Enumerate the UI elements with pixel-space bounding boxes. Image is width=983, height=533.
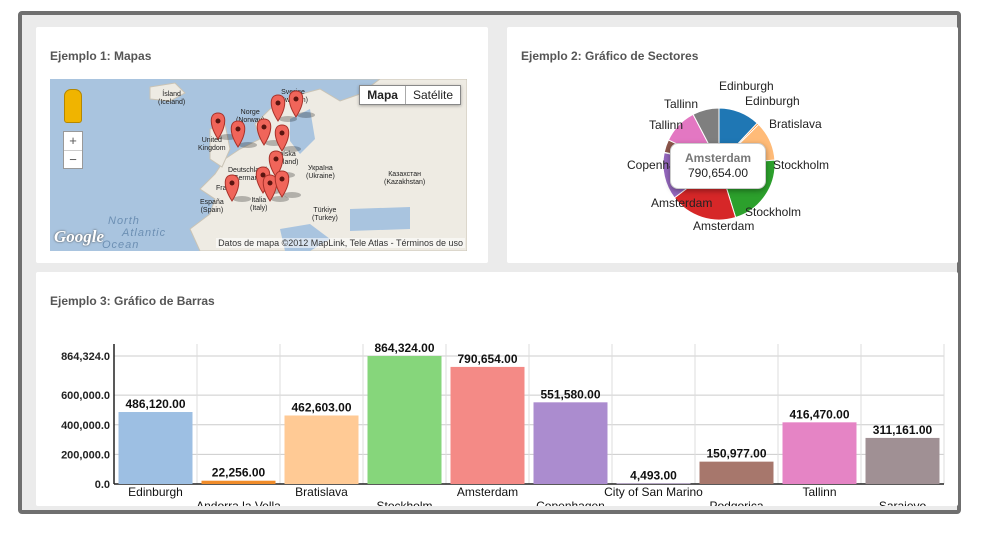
x-tick-label: Sarajevo [879, 499, 927, 506]
bar-chart: 0.0 200,000.0 400,000.0 600,000.0 864,324.0 4… [61, 341, 945, 506]
map-type-control: Mapa Satélite [359, 85, 461, 105]
bar[interactable] [865, 437, 940, 484]
map-label: Deutschland (Germany) [228, 167, 267, 182]
bar-value-label: 462,603.00 [291, 400, 351, 414]
x-tick-label: Copenhagen [536, 499, 605, 506]
zoom-out-button[interactable]: − [69, 152, 77, 167]
y-tick-label: 400,000.0 [61, 420, 110, 432]
tooltip-name: Amsterdam [684, 151, 752, 165]
dashboard-frame: Ejemplo 1: Mapas Ísland (Iceland) Norge (N… [18, 11, 961, 514]
x-tick-label: Tallinn [802, 485, 836, 499]
map-marker-icon[interactable] [230, 120, 257, 148]
bar-value-label: 4,493.00 [630, 468, 677, 482]
zoom-control: + − [63, 131, 83, 169]
zoom-in-button[interactable]: + [64, 132, 82, 151]
pie-label: Tallinn [649, 118, 684, 132]
bar[interactable] [450, 366, 525, 484]
sea-label: Ocean [102, 239, 140, 251]
bar[interactable] [616, 483, 691, 484]
bar[interactable] [367, 356, 442, 484]
y-tick-label: 0.0 [95, 479, 110, 491]
map-copyright[interactable]: Datos de mapa ©2012 MapLink, Tele Atlas … [216, 238, 465, 248]
pie-label: Edinburgh [745, 94, 800, 108]
bar-value-label: 311,161.00 [873, 423, 933, 437]
x-tick-label: Podgorica [709, 499, 763, 506]
map-markers [210, 90, 315, 202]
map-label: Україна (Ukraine) [306, 165, 335, 180]
pie-label: Bratislava [769, 117, 822, 131]
map-marker-icon[interactable] [274, 170, 301, 198]
x-tick-label: Edinburgh [128, 485, 183, 499]
pie-label: Tallinn [664, 97, 699, 111]
bar-value-label: 551,580.00 [540, 387, 600, 401]
pie-label: Edinburgh [719, 79, 774, 93]
map-marker-icon[interactable] [224, 174, 251, 202]
bar-value-label: 150,977.00 [706, 447, 766, 461]
bar[interactable] [782, 422, 857, 484]
x-tick-label: Andorra la Vella [196, 499, 281, 506]
map-label: Ísland (Iceland) [158, 91, 186, 106]
y-tick-label: 600,000.0 [61, 390, 110, 402]
map-marker-icon[interactable] [262, 174, 289, 202]
bar-value-label: 790,654.00 [457, 352, 517, 366]
bar[interactable] [533, 402, 608, 484]
pie-tooltip: Amsterdam 790,654.00 [670, 143, 766, 189]
pie-label: Stockholm [773, 158, 830, 172]
bar-value-label: 486,120.00 [125, 397, 185, 411]
map-label: Türkiye (Turkey) [312, 207, 338, 222]
bar[interactable] [699, 461, 774, 484]
sea-label: Atlantic [122, 227, 167, 239]
x-tick-label: City of San Marino [604, 485, 703, 499]
pie-label: Amsterdam [651, 196, 713, 210]
y-tick-label: 864,324.0 [61, 351, 110, 363]
map-type-satellite-button[interactable]: Satélite [412, 88, 453, 102]
map-marker-icon[interactable] [270, 94, 297, 122]
x-tick-label: Amsterdam [457, 485, 518, 499]
pie-label: Stockholm [745, 205, 802, 219]
map-marker-icon[interactable] [274, 124, 301, 152]
map-type-map-button[interactable]: Mapa [360, 86, 406, 104]
pegman-icon[interactable] [64, 89, 82, 123]
map-view[interactable]: Ísland(Iceland) Norge(Norway) Sverige(Sw… [50, 79, 467, 251]
bar-value-label: 864,324.00 [374, 341, 434, 355]
map-label: Polska (Poland) [272, 151, 299, 166]
pie-panel: Ejemplo 2: Gráfico de Sectores Edinburgh… [507, 27, 958, 263]
bar[interactable] [201, 480, 276, 484]
map-marker-icon[interactable] [288, 90, 315, 118]
x-tick-label: Bratislava [295, 485, 348, 499]
map-label: Norge (Norway) [236, 109, 265, 124]
y-tick-label: 200,000.0 [61, 449, 110, 461]
bar-panel: Ejemplo 3: Gráfico de Barras 0.0 200,000.… [36, 272, 958, 506]
google-logo[interactable]: Google [54, 227, 105, 246]
bar-value-label: 416,470.00 [789, 407, 849, 421]
pie-label: Amsterdam [693, 219, 755, 233]
x-tick-label: Stockholm [376, 499, 432, 506]
sea-label: North [108, 215, 140, 227]
bar[interactable] [118, 412, 193, 484]
pie-panel-title: Ejemplo 2: Gráfico de Sectores [521, 49, 699, 63]
map-panel: Ejemplo 1: Mapas Ísland (Iceland) Norge (N… [36, 27, 488, 263]
bar[interactable] [284, 415, 359, 484]
map-label: Казахстан (Kazakhstan) [384, 171, 426, 186]
tooltip-value: 790,654.00 [687, 166, 749, 180]
map-label: España (Spain) [200, 199, 224, 214]
bar-value-label: 22,256.00 [212, 466, 266, 480]
bar-panel-title: Ejemplo 3: Gráfico de Barras [50, 294, 215, 308]
map-label: Italia (Italy) [250, 197, 268, 212]
map-panel-title: Ejemplo 1: Mapas [50, 49, 152, 63]
map-label: United Kingdom [198, 137, 226, 152]
